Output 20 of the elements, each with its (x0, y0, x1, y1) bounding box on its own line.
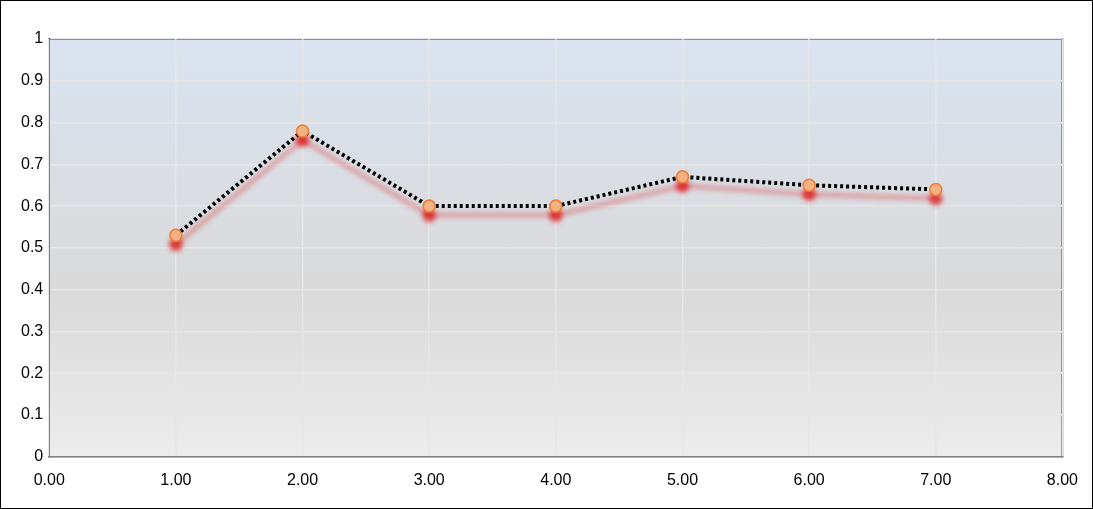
x-tick-label: 0.00 (33, 470, 65, 488)
x-tick-label: 3.00 (413, 470, 445, 488)
y-tick-label: 0.6 (20, 196, 44, 214)
y-tick-label: 0.9 (20, 71, 44, 89)
x-tick-label: 6.00 (793, 470, 825, 488)
x-tick-label: 8.00 (1046, 470, 1079, 488)
y-tick-label: 0.5 (20, 238, 44, 256)
y-tick-label: 0.7 (20, 154, 44, 172)
y-tick-label: 0.2 (20, 363, 44, 381)
x-tick-label: 7.00 (920, 470, 952, 488)
y-tick-label: 0.4 (20, 280, 44, 298)
x-tick-label: 5.00 (666, 470, 699, 488)
x-tick-label: 1.00 (160, 470, 192, 488)
x-tick-label: 4.00 (540, 470, 572, 488)
x-tick-label: 2.00 (286, 470, 319, 488)
y-tick-label: 0.3 (20, 321, 44, 339)
y-tick-label: 0 (34, 447, 44, 465)
y-tick-label: 1 (34, 29, 44, 47)
y-tick-label: 0.8 (20, 112, 44, 130)
y-tick-label: 0.1 (20, 405, 44, 423)
